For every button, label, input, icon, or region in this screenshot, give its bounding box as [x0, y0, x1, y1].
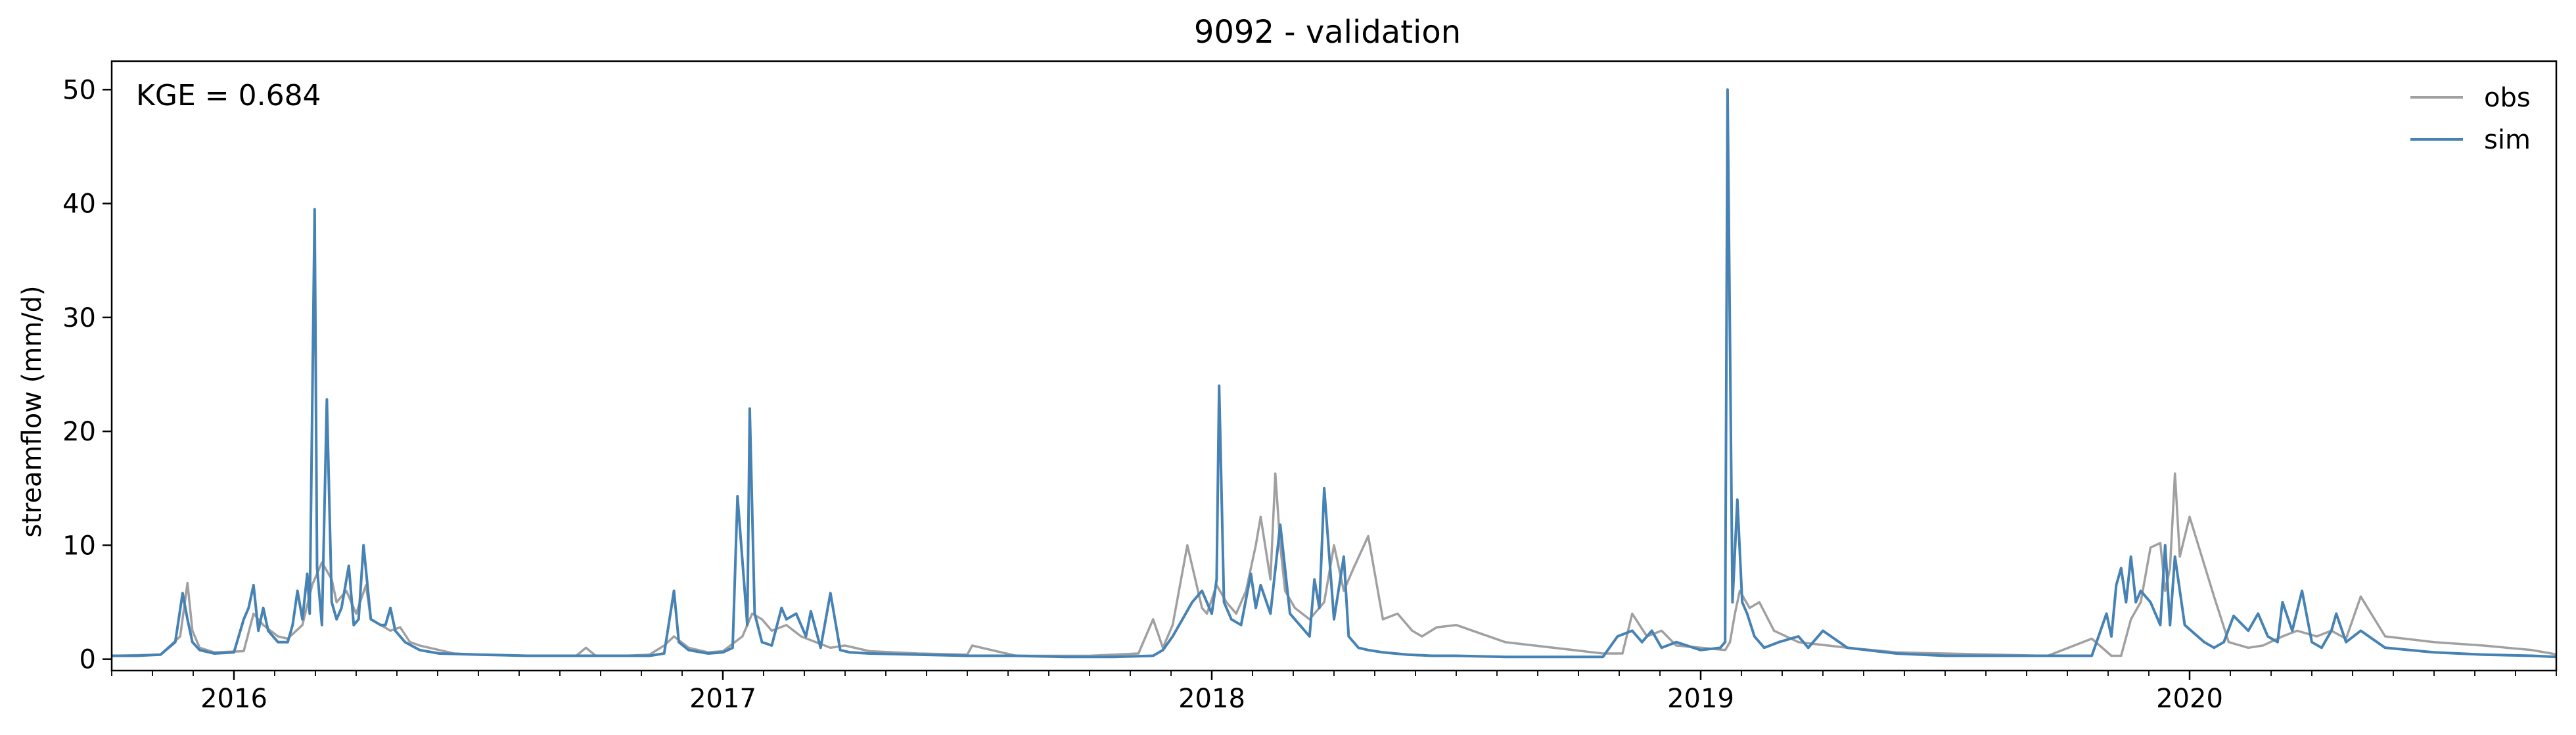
- legend-label-obs: obs: [2484, 83, 2531, 113]
- y-tick-label: 10: [62, 531, 96, 561]
- y-axis: 0 10 20 30 40 50: [62, 75, 112, 675]
- plot-area: 0 10 20 30 40 50 2016 2017 2018 2019 2020: [62, 60, 2558, 714]
- x-tick-label: 2017: [689, 684, 756, 714]
- y-tick-label: 0: [80, 645, 96, 675]
- series-line-sim: [112, 88, 2557, 659]
- x-tick-label: 2019: [1667, 684, 1734, 714]
- y-tick-label: 20: [62, 417, 96, 447]
- y-tick-label: 40: [62, 189, 96, 220]
- y-axis-title: streamflow (mm/d): [17, 285, 47, 537]
- series-line-obs: [111, 472, 2557, 657]
- x-tick-label: 2020: [2156, 684, 2223, 714]
- y-tick-label: 50: [62, 75, 96, 105]
- x-tick-label: 2018: [1178, 684, 1245, 714]
- chart-title: 9092 - validation: [1194, 14, 1461, 51]
- series-layer: [111, 88, 2557, 659]
- x-axis: 2016 2017 2018 2019 2020: [111, 671, 2557, 714]
- kge-annotation: KGE = 0.684: [136, 79, 321, 112]
- x-tick-label: 2016: [200, 684, 267, 714]
- legend: obs sim: [2410, 83, 2531, 155]
- legend-label-sim: sim: [2484, 125, 2531, 155]
- axes-frame: [110, 60, 2558, 672]
- y-tick-label: 30: [62, 303, 96, 333]
